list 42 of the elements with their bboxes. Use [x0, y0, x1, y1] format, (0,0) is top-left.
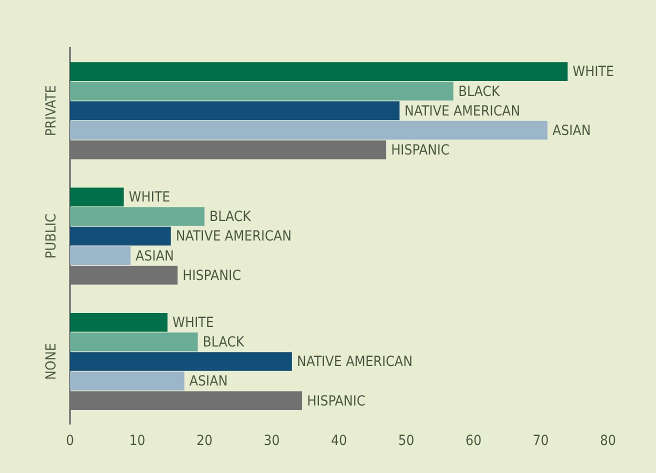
y-tick-label: NONE: [44, 343, 60, 380]
bar: [70, 352, 292, 371]
text: ASIAN: [136, 248, 174, 264]
bar: [70, 266, 178, 285]
bar: [70, 101, 400, 120]
x-tick-label: 30: [264, 433, 280, 450]
series-label: NATIVE AMERICAN: [404, 103, 520, 120]
x-tick-label: 50: [398, 433, 414, 450]
text: NATIVE AMERICAN: [296, 354, 413, 370]
bar: [70, 140, 386, 160]
text: HISPANIC: [182, 268, 242, 284]
y-tick-label: PRIVATE: [44, 85, 60, 136]
bar: [70, 391, 302, 410]
text: BLACK: [210, 209, 251, 226]
bar: [70, 332, 198, 352]
x-tick-label: 10: [129, 433, 146, 450]
text: BLACK: [202, 334, 244, 351]
bar: [70, 246, 131, 266]
series-label: ASIAN: [552, 122, 591, 139]
series-label: BLACK: [458, 84, 500, 100]
x-tick-label: 70: [532, 433, 549, 450]
bar: [70, 226, 171, 246]
bar: [70, 82, 454, 101]
bar: [70, 188, 124, 206]
x-tick-label: 40: [330, 433, 348, 450]
text: WHITE: [572, 64, 614, 80]
y-tick-label: PUBLIC: [44, 213, 60, 259]
x-tick-label: 0: [66, 433, 74, 450]
text: HISPANIC: [307, 393, 366, 410]
series-label: HISPANIC: [391, 142, 450, 158]
bar: [70, 312, 168, 332]
bar: [70, 372, 184, 390]
bar: [70, 207, 204, 226]
text: WHITE: [128, 190, 170, 206]
series-label: WHITE: [172, 315, 214, 332]
x-tick-label: 60: [465, 433, 482, 450]
text: NATIVE AMERICAN: [176, 228, 292, 245]
bar: [70, 62, 568, 81]
x-tick-label: 80: [600, 433, 616, 450]
x-tick-label: 20: [196, 433, 213, 450]
text: ASIAN: [189, 374, 228, 390]
bar: [70, 120, 548, 140]
